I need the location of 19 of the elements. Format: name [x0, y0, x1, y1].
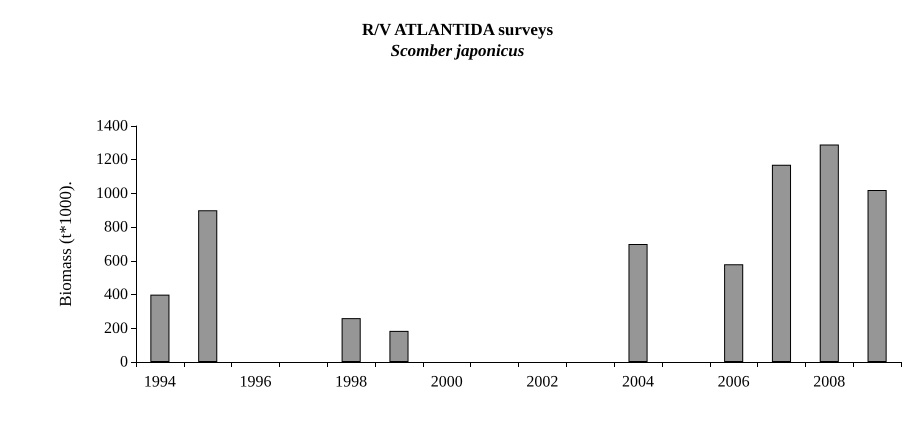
x-tick-label: 1998: [335, 374, 368, 390]
y-tick-label: 1400: [96, 118, 128, 134]
y-tick-label: 1200: [96, 151, 128, 168]
x-tick-label: 2000: [430, 374, 463, 390]
chart-title: R/V ATLANTIDA surveys: [362, 20, 554, 39]
x-tick-label: 2002: [526, 374, 558, 390]
x-tick-label: 1996: [240, 374, 272, 390]
x-tick-label: 2004: [622, 374, 654, 390]
y-tick-label: 0: [120, 354, 128, 370]
x-tick-label: 2008: [813, 374, 846, 390]
y-tick-label: 600: [104, 252, 128, 270]
y-tick-label: 1000: [96, 184, 128, 202]
y-tick-label: 200: [104, 320, 128, 337]
chart-subtitle: Scomber japonicus: [390, 41, 525, 60]
x-tick-label: 2006: [718, 374, 750, 390]
y-tick-label: 400: [104, 286, 128, 304]
y-tick-label: 800: [104, 218, 128, 236]
x-tick-label: 1994: [144, 374, 176, 390]
y-axis-title: Biomass (t*1000).: [56, 181, 75, 307]
